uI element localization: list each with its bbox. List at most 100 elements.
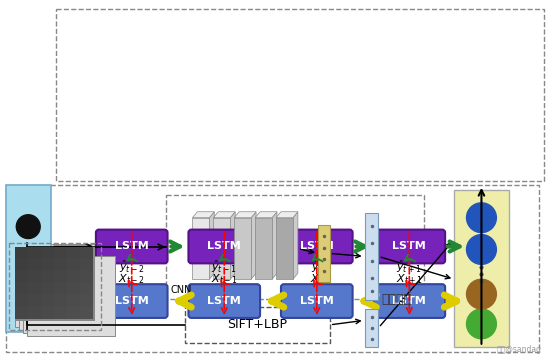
Bar xyxy=(276,218,293,279)
Bar xyxy=(15,260,28,271)
Bar xyxy=(41,247,54,260)
Bar xyxy=(80,260,93,271)
FancyBboxPatch shape xyxy=(189,284,260,318)
Text: $X_{t-2}$: $X_{t-2}$ xyxy=(118,272,145,286)
Text: $\hat{y}_{t-1}$: $\hat{y}_{t-1}$ xyxy=(211,258,237,275)
Bar xyxy=(41,295,54,307)
Text: $X_{t+1}$: $X_{t+1}$ xyxy=(396,272,423,286)
Circle shape xyxy=(16,215,40,239)
Text: LSTM: LSTM xyxy=(300,296,334,306)
FancyBboxPatch shape xyxy=(189,230,260,264)
Bar xyxy=(213,218,230,279)
Text: SIFT+LBP: SIFT+LBP xyxy=(228,318,288,331)
FancyBboxPatch shape xyxy=(281,230,353,264)
Bar xyxy=(80,283,93,295)
FancyBboxPatch shape xyxy=(96,230,168,264)
Circle shape xyxy=(466,203,497,233)
Polygon shape xyxy=(192,212,215,218)
Bar xyxy=(7,185,538,352)
Text: 头条@sandag: 头条@sandag xyxy=(497,345,542,354)
Bar xyxy=(67,260,80,271)
Bar xyxy=(67,247,80,260)
Circle shape xyxy=(466,235,497,264)
Bar xyxy=(28,295,41,307)
Bar xyxy=(54,260,67,271)
Text: LSTM: LSTM xyxy=(393,242,426,252)
Bar xyxy=(80,307,93,319)
Bar xyxy=(255,218,272,279)
Bar xyxy=(54,295,67,307)
Bar xyxy=(67,271,80,283)
Bar xyxy=(19,251,107,330)
Bar xyxy=(15,247,28,260)
Bar xyxy=(54,271,67,283)
Bar xyxy=(28,271,41,283)
Bar xyxy=(67,295,80,307)
Text: $\hat{y}_{t}$: $\hat{y}_{t}$ xyxy=(311,258,323,275)
Bar xyxy=(23,253,111,333)
Bar xyxy=(80,247,93,260)
Bar xyxy=(318,225,329,282)
Bar xyxy=(7,185,51,332)
Bar xyxy=(28,256,115,336)
Polygon shape xyxy=(272,212,277,279)
Bar xyxy=(67,307,80,319)
Bar xyxy=(365,213,378,300)
Bar xyxy=(41,283,54,295)
Text: 特征融合: 特征融合 xyxy=(382,293,411,306)
Text: $\hat{y}_{t+1}$: $\hat{y}_{t+1}$ xyxy=(397,258,422,275)
Circle shape xyxy=(16,267,40,291)
Text: LSTM: LSTM xyxy=(115,242,148,252)
Bar xyxy=(54,247,67,260)
Bar xyxy=(234,218,251,279)
Text: $\hat{y}_{t-2}$: $\hat{y}_{t-2}$ xyxy=(119,258,145,275)
Polygon shape xyxy=(210,212,215,279)
Circle shape xyxy=(466,309,497,339)
Text: LSTM: LSTM xyxy=(207,296,241,306)
Polygon shape xyxy=(293,212,298,279)
Text: $X_{t-1}$: $X_{t-1}$ xyxy=(211,272,238,286)
Bar xyxy=(15,283,28,295)
Bar xyxy=(15,271,28,283)
Bar xyxy=(67,283,80,295)
Bar xyxy=(454,190,509,347)
Bar xyxy=(28,247,41,260)
Bar xyxy=(41,307,54,319)
Bar xyxy=(41,260,54,271)
Bar xyxy=(15,247,95,321)
Bar xyxy=(365,309,378,347)
Polygon shape xyxy=(251,212,256,279)
FancyBboxPatch shape xyxy=(281,284,353,318)
Bar xyxy=(192,218,210,279)
Bar xyxy=(166,195,424,299)
Polygon shape xyxy=(234,212,256,218)
Bar xyxy=(41,271,54,283)
Bar xyxy=(54,307,67,319)
FancyBboxPatch shape xyxy=(373,230,445,264)
Bar xyxy=(185,307,329,343)
Bar xyxy=(56,9,543,181)
Bar xyxy=(15,247,103,327)
Text: LSTM: LSTM xyxy=(115,296,148,306)
Polygon shape xyxy=(276,212,298,218)
Text: LSTM: LSTM xyxy=(300,242,334,252)
Bar xyxy=(12,244,99,324)
Bar xyxy=(80,271,93,283)
Text: LSTM: LSTM xyxy=(393,296,426,306)
Bar xyxy=(15,307,28,319)
Polygon shape xyxy=(255,212,277,218)
Text: LSTM: LSTM xyxy=(207,242,241,252)
Polygon shape xyxy=(230,212,235,279)
Bar xyxy=(80,295,93,307)
Bar xyxy=(28,283,41,295)
Bar xyxy=(9,243,101,330)
FancyBboxPatch shape xyxy=(96,284,168,318)
Circle shape xyxy=(466,279,497,309)
FancyBboxPatch shape xyxy=(373,284,445,318)
Bar xyxy=(28,260,41,271)
Text: $X_t$: $X_t$ xyxy=(310,272,323,286)
Polygon shape xyxy=(213,212,235,218)
Bar xyxy=(28,307,41,319)
Text: CNN: CNN xyxy=(170,285,192,295)
Bar xyxy=(15,295,28,307)
